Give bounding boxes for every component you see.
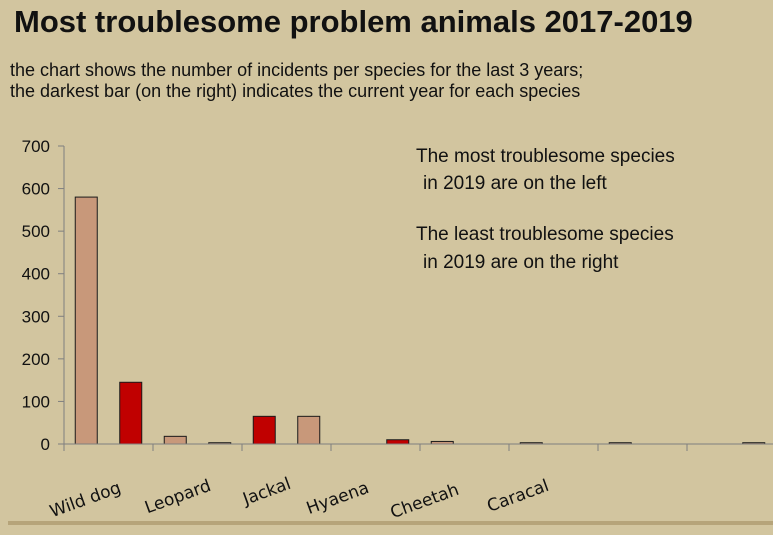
annotation-least-line-1: The least troublesome species bbox=[416, 224, 674, 245]
y-tick-label: 300 bbox=[22, 307, 50, 326]
x-category-label: Jackal bbox=[239, 474, 293, 510]
chart-title: Most troublesome problem animals 2017-20… bbox=[14, 4, 693, 39]
y-tick-label: 100 bbox=[22, 392, 50, 411]
y-tick-label: 600 bbox=[22, 180, 50, 199]
y-tick-label: 400 bbox=[22, 265, 50, 284]
y-tick-label: 200 bbox=[22, 350, 50, 369]
bar-previous-year bbox=[297, 415, 321, 445]
bar-previous-year bbox=[163, 435, 187, 445]
y-tick-label: 700 bbox=[22, 137, 50, 156]
bar-current-year bbox=[386, 439, 410, 445]
x-category-label: Leopard bbox=[142, 476, 213, 518]
y-tick-label: 0 bbox=[41, 435, 50, 454]
x-category-label: Cheetah bbox=[388, 480, 462, 523]
bar-previous-year bbox=[74, 196, 98, 445]
x-category-label: Caracal bbox=[485, 476, 552, 517]
chart-subtitle-line-1: the chart shows the number of incidents … bbox=[10, 60, 584, 80]
y-tick-label: 500 bbox=[22, 222, 50, 241]
bar-current-year bbox=[119, 381, 143, 445]
x-category-label: Wild dog bbox=[47, 478, 123, 522]
x-category-label: Hyaena bbox=[304, 478, 372, 519]
annotation-least-line-2: in 2019 are on the right bbox=[423, 252, 619, 273]
annotation-most-line-2: in 2019 are on the left bbox=[423, 173, 607, 194]
bottom-divider bbox=[8, 521, 773, 525]
annotation-most-line-1: The most troublesome species bbox=[416, 146, 675, 167]
bar-current-year bbox=[252, 415, 276, 445]
chart-subtitle-line-2: the darkest bar (on the right) indicates… bbox=[10, 81, 581, 101]
